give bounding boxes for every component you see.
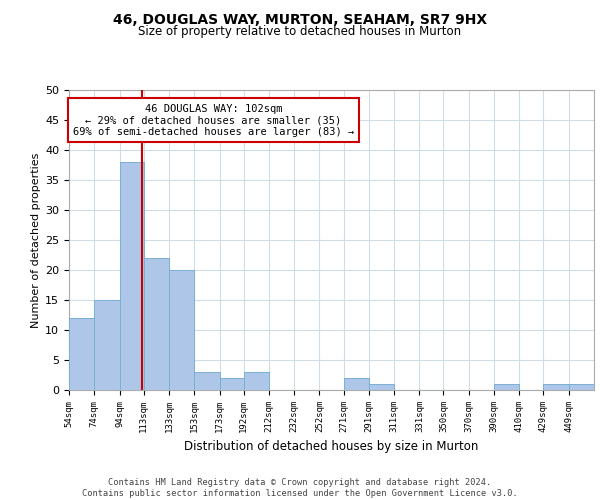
Bar [94,300,119,390]
Bar [143,258,169,390]
Text: Size of property relative to detached houses in Murton: Size of property relative to detached ho… [139,25,461,38]
Bar [344,378,369,390]
Y-axis label: Number of detached properties: Number of detached properties [31,152,41,328]
Bar [244,372,269,390]
Bar [169,270,194,390]
Bar [69,318,94,390]
Bar [494,384,520,390]
Bar [119,162,143,390]
Text: 46, DOUGLAS WAY, MURTON, SEAHAM, SR7 9HX: 46, DOUGLAS WAY, MURTON, SEAHAM, SR7 9HX [113,12,487,26]
X-axis label: Distribution of detached houses by size in Murton: Distribution of detached houses by size … [184,440,479,454]
Text: 46 DOUGLAS WAY: 102sqm
← 29% of detached houses are smaller (35)
69% of semi-det: 46 DOUGLAS WAY: 102sqm ← 29% of detached… [73,104,354,136]
Bar [194,372,220,390]
Bar [569,384,594,390]
Bar [220,378,244,390]
Bar [369,384,394,390]
Bar [544,384,569,390]
Text: Contains HM Land Registry data © Crown copyright and database right 2024.
Contai: Contains HM Land Registry data © Crown c… [82,478,518,498]
